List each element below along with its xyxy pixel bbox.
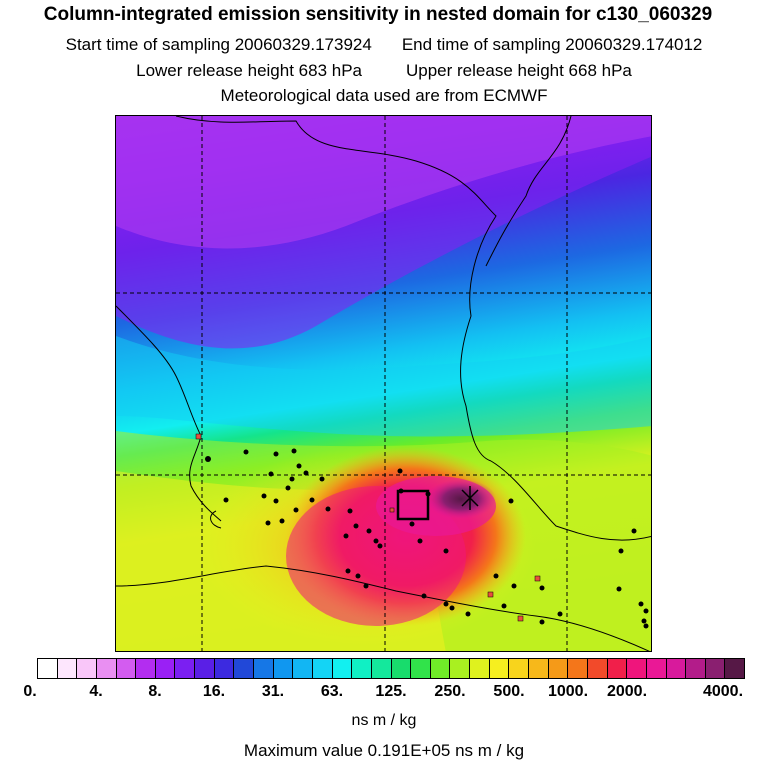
legend-swatch xyxy=(175,659,196,678)
plot-title: Column-integrated emission sensitivity i… xyxy=(43,4,713,25)
legend-swatch xyxy=(686,659,706,678)
upper-release-label: Upper release height 668 hPa xyxy=(406,61,632,80)
units-label: ns m / kg xyxy=(351,712,417,729)
sampling-times: Start time of sampling 20060329.173924 En… xyxy=(0,35,768,55)
legend-tick-label: 250. xyxy=(434,683,466,700)
release-star-icon xyxy=(461,486,479,510)
legend-tick-label: 16. xyxy=(202,683,226,700)
legend-tick-label: 0. xyxy=(23,683,37,700)
legend-swatch xyxy=(293,659,313,678)
legend-swatch xyxy=(116,659,137,678)
lower-release-label: Lower release height 683 hPa xyxy=(136,61,362,80)
end-time-label: End time of sampling 20060329.174012 xyxy=(401,35,703,54)
legend-tick-label: 4. xyxy=(89,683,103,700)
legend-swatch xyxy=(77,659,97,678)
legend-tick-label: 31. xyxy=(261,683,285,700)
legend-swatch xyxy=(332,659,353,678)
legend-swatch xyxy=(627,659,647,678)
legend-swatch xyxy=(430,659,451,678)
legend-swatch xyxy=(411,659,431,678)
legend-tick-label: 63. xyxy=(320,683,344,700)
legend-swatch xyxy=(666,659,687,678)
legend-swatch xyxy=(254,659,274,678)
legend-swatch xyxy=(136,659,156,678)
legend-swatch xyxy=(725,659,745,678)
legend-swatch xyxy=(38,659,58,678)
legend-tick-label: 1000. xyxy=(547,683,589,700)
legend-swatch xyxy=(607,659,628,678)
legend-swatch xyxy=(568,659,588,678)
legend-swatch xyxy=(57,659,78,678)
legend-swatch xyxy=(371,659,392,678)
legend-swatch xyxy=(352,659,372,678)
legend-swatch xyxy=(529,659,549,678)
legend-swatch xyxy=(234,659,255,678)
legend-swatch xyxy=(195,659,215,678)
legend-swatch xyxy=(548,659,569,678)
legend-swatch xyxy=(312,659,333,678)
legend-tick-label: 125. xyxy=(375,683,407,700)
legend-swatch xyxy=(705,659,726,678)
max-value-label: Maximum value 0.191E+05 ns m / kg xyxy=(243,741,525,760)
legend-swatch xyxy=(96,659,117,678)
legend-tick-label: 8. xyxy=(148,683,162,700)
release-box-icon xyxy=(396,489,430,521)
sensitivity-map xyxy=(115,115,652,652)
color-legend xyxy=(37,658,745,679)
legend-tick-label: 2000. xyxy=(606,683,648,700)
release-heights: Lower release height 683 hPa Upper releas… xyxy=(0,61,768,81)
met-data-label: Meteorological data used are from ECMWF xyxy=(220,86,548,105)
legend-swatch xyxy=(587,659,608,678)
legend-swatch xyxy=(509,659,530,678)
sensitivity-map-field xyxy=(116,116,651,651)
legend-swatch xyxy=(646,659,667,678)
legend-tick-label: 500. xyxy=(493,683,525,700)
legend-swatch xyxy=(391,659,412,678)
legend-tick-label: 4000. xyxy=(702,683,744,700)
legend-swatch xyxy=(450,659,471,678)
legend-swatch xyxy=(470,659,490,678)
legend-swatch xyxy=(155,659,176,678)
legend-swatch xyxy=(214,659,235,678)
legend-swatch xyxy=(489,659,510,678)
legend-swatch xyxy=(273,659,294,678)
start-time-label: Start time of sampling 20060329.173924 xyxy=(65,35,372,54)
